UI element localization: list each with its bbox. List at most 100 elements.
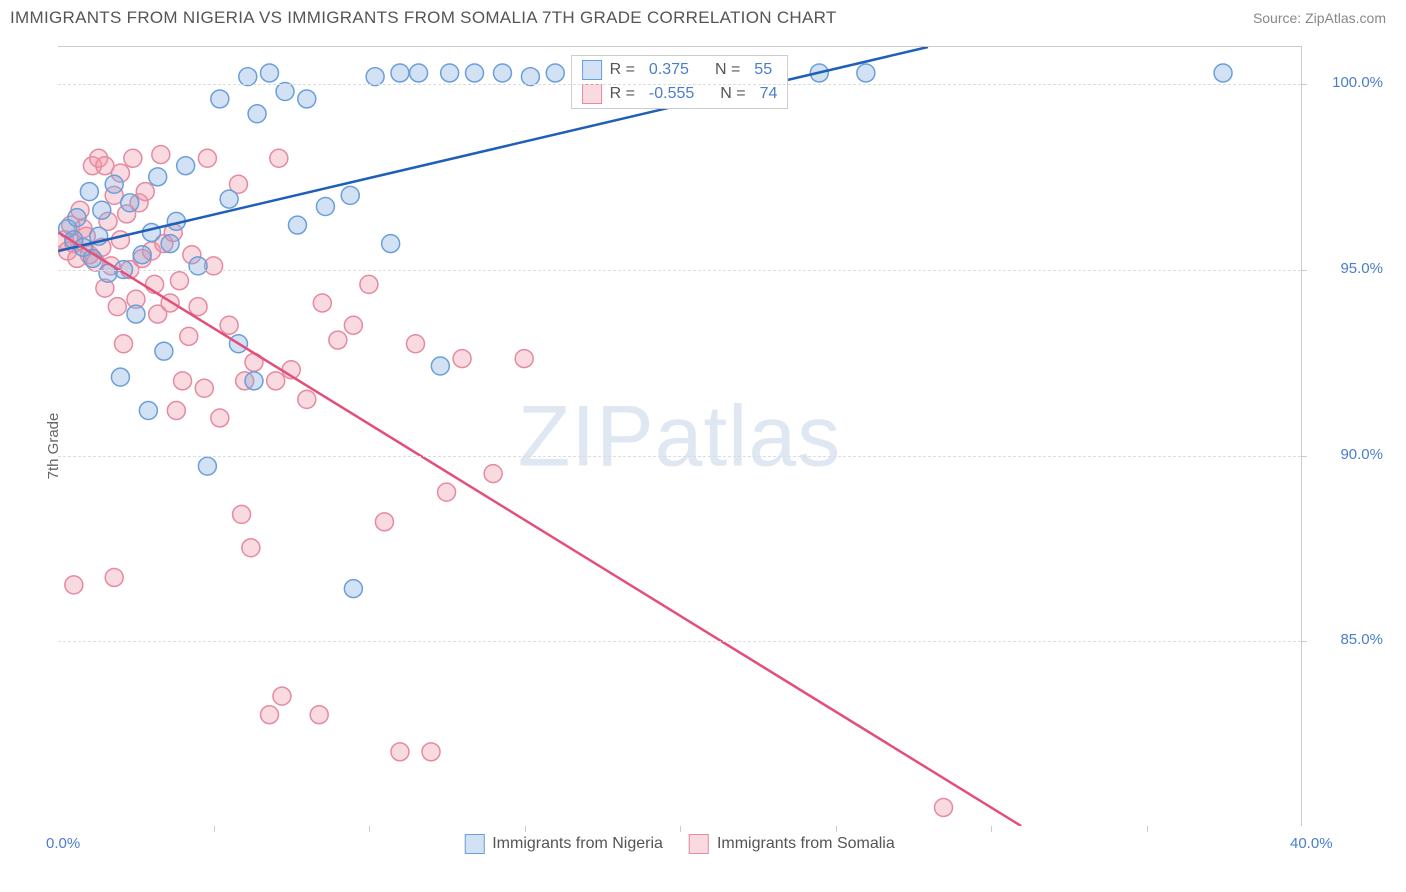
scatter-point — [466, 64, 484, 82]
scatter-point — [108, 298, 126, 316]
source-label: Source: ZipAtlas.com — [1253, 10, 1386, 26]
scatter-point — [127, 305, 145, 323]
scatter-point — [438, 483, 456, 501]
scatter-point — [220, 316, 238, 334]
chart-plot-area: ZIPatlas R = 0.375 N = 55 R = -0.555 N =… — [58, 46, 1302, 826]
y-tick-label: 95.0% — [1340, 260, 1383, 277]
scatter-plot-svg — [58, 47, 1301, 826]
r-value-nigeria: 0.375 — [649, 61, 689, 79]
chart-title: IMMIGRANTS FROM NIGERIA VS IMMIGRANTS FR… — [10, 8, 837, 28]
scatter-point — [935, 798, 953, 816]
scatter-point — [198, 149, 216, 167]
n-value-nigeria: 55 — [754, 61, 772, 79]
scatter-point — [174, 372, 192, 390]
scatter-point — [1214, 64, 1232, 82]
scatter-point — [161, 235, 179, 253]
r-value-somalia: -0.555 — [649, 85, 694, 103]
scatter-point — [139, 402, 157, 420]
scatter-point — [167, 402, 185, 420]
scatter-point — [276, 83, 294, 101]
scatter-point — [124, 149, 142, 167]
scatter-point — [195, 379, 213, 397]
scatter-point — [80, 183, 98, 201]
scatter-point — [233, 505, 251, 523]
scatter-point — [270, 149, 288, 167]
scatter-point — [288, 216, 306, 234]
n-value-somalia: 74 — [760, 85, 778, 103]
scatter-point — [136, 183, 154, 201]
scatter-point — [382, 235, 400, 253]
scatter-point — [180, 327, 198, 345]
series-legend: Immigrants from Nigeria Immigrants from … — [464, 834, 895, 854]
scatter-point — [115, 335, 133, 353]
scatter-point — [344, 316, 362, 334]
scatter-point — [391, 743, 409, 761]
scatter-point — [170, 272, 188, 290]
scatter-point — [366, 68, 384, 86]
correlation-legend: R = 0.375 N = 55 R = -0.555 N = 74 — [571, 55, 789, 109]
scatter-point — [422, 743, 440, 761]
scatter-point — [105, 175, 123, 193]
scatter-point — [329, 331, 347, 349]
trend-line — [58, 232, 1021, 826]
legend-row-somalia: R = -0.555 N = 74 — [582, 82, 778, 106]
scatter-point — [149, 168, 167, 186]
scatter-point — [152, 146, 170, 164]
scatter-point — [248, 105, 266, 123]
header-bar: IMMIGRANTS FROM NIGERIA VS IMMIGRANTS FR… — [0, 0, 1406, 32]
scatter-point — [344, 580, 362, 598]
scatter-point — [65, 576, 83, 594]
scatter-point — [341, 186, 359, 204]
n-label: N = — [720, 85, 745, 103]
legend-swatch-somalia-icon — [689, 834, 709, 854]
scatter-point — [316, 198, 334, 216]
legend-row-nigeria: R = 0.375 N = 55 — [582, 58, 778, 82]
legend-label-somalia: Immigrants from Somalia — [717, 835, 895, 853]
scatter-point — [105, 568, 123, 586]
legend-item-nigeria: Immigrants from Nigeria — [464, 834, 663, 854]
y-tick-label: 90.0% — [1340, 446, 1383, 463]
scatter-point — [211, 90, 229, 108]
legend-swatch-nigeria — [582, 60, 602, 80]
scatter-point — [298, 90, 316, 108]
scatter-point — [267, 372, 285, 390]
scatter-point — [857, 64, 875, 82]
legend-swatch-somalia — [582, 84, 602, 104]
scatter-point — [155, 342, 173, 360]
scatter-point — [298, 390, 316, 408]
scatter-point — [198, 457, 216, 475]
scatter-point — [68, 209, 86, 227]
scatter-point — [521, 68, 539, 86]
y-tick-label: 85.0% — [1340, 631, 1383, 648]
scatter-point — [242, 539, 260, 557]
y-tick-label: 100.0% — [1332, 74, 1383, 91]
scatter-point — [211, 409, 229, 427]
scatter-point — [189, 298, 207, 316]
scatter-point — [484, 465, 502, 483]
scatter-point — [261, 706, 279, 724]
scatter-point — [546, 64, 564, 82]
scatter-point — [189, 257, 207, 275]
n-label: N = — [715, 61, 740, 79]
legend-swatch-nigeria-icon — [464, 834, 484, 854]
scatter-point — [93, 201, 111, 219]
scatter-point — [431, 357, 449, 375]
scatter-point — [310, 706, 328, 724]
r-label: R = — [610, 61, 635, 79]
legend-label-nigeria: Immigrants from Nigeria — [492, 835, 663, 853]
scatter-point — [121, 194, 139, 212]
scatter-point — [391, 64, 409, 82]
scatter-point — [142, 223, 160, 241]
scatter-point — [261, 64, 279, 82]
scatter-point — [515, 350, 533, 368]
scatter-point — [493, 64, 511, 82]
scatter-point — [220, 190, 238, 208]
scatter-point — [239, 68, 257, 86]
scatter-point — [441, 64, 459, 82]
x-tick-label: 0.0% — [46, 835, 80, 852]
scatter-point — [245, 372, 263, 390]
scatter-point — [111, 231, 129, 249]
scatter-point — [177, 157, 195, 175]
scatter-point — [313, 294, 331, 312]
scatter-point — [360, 275, 378, 293]
